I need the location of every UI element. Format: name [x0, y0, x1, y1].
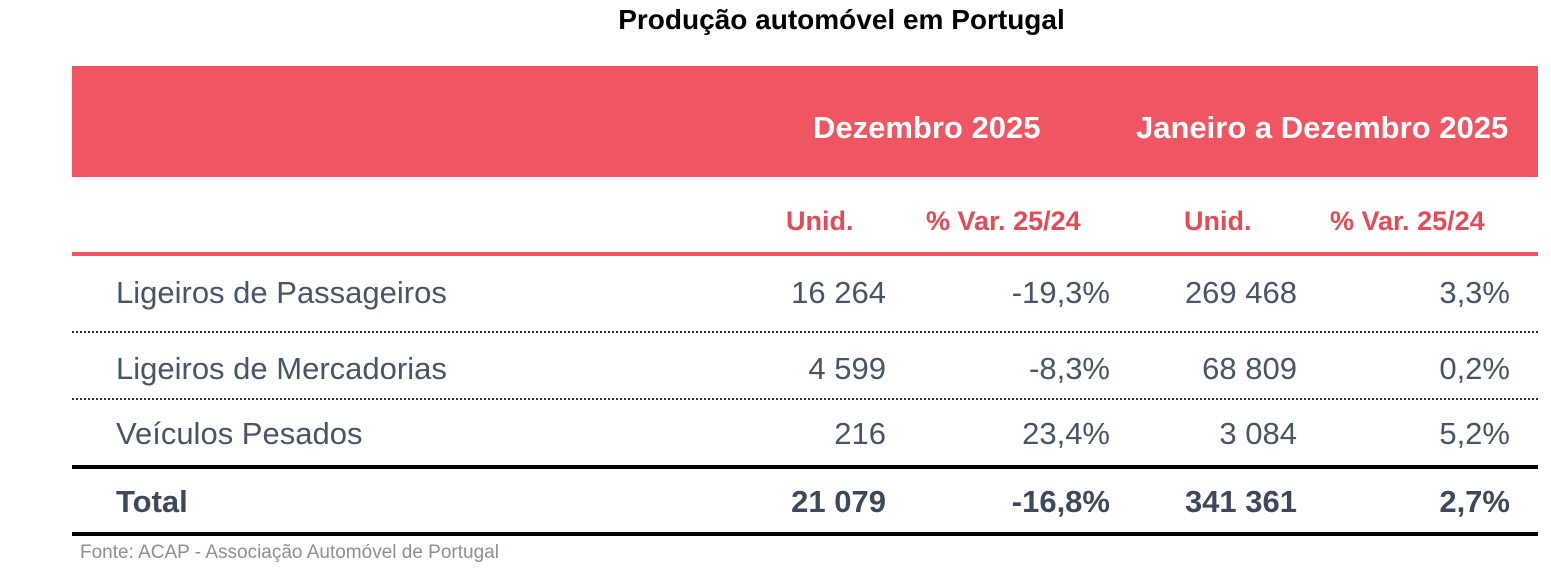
column-header-year-units: Unid. — [1184, 206, 1252, 236]
table-row: Veículos Pesados 216 23,4% 3 084 5,2% — [0, 414, 1551, 454]
header-divider — [72, 252, 1538, 256]
total-year-units: 341 361 — [1184, 484, 1297, 519]
year-units-cell: 269 468 — [1184, 275, 1297, 310]
row-label: Ligeiros de Passageiros — [116, 275, 447, 310]
year-var-cell: 0,2% — [1439, 351, 1510, 386]
table-row: Ligeiros de Mercadorias 4 599 -8,3% 68 8… — [0, 349, 1551, 389]
total-year-var: 2,7% — [1439, 484, 1510, 519]
row-label: Veículos Pesados — [116, 416, 363, 451]
dez-units-cell: 4 599 — [808, 351, 886, 386]
period-header-december: Dezembro 2025 — [813, 110, 1041, 145]
row-divider — [72, 398, 1538, 400]
total-dez-var: -16,8% — [1011, 484, 1110, 519]
column-header-dez-var: % Var. 25/24 — [926, 206, 1081, 236]
table-bottom-rule — [72, 532, 1538, 536]
dez-var-cell: 23,4% — [1022, 416, 1110, 451]
year-var-cell: 3,3% — [1439, 275, 1510, 310]
total-dez-units: 21 079 — [791, 484, 886, 519]
year-var-cell: 5,2% — [1439, 416, 1510, 451]
total-label: Total — [116, 484, 188, 519]
year-units-cell: 68 809 — [1202, 351, 1297, 386]
header-band — [72, 66, 1538, 177]
dez-units-cell: 16 264 — [791, 275, 886, 310]
dez-var-cell: -8,3% — [1029, 351, 1110, 386]
year-units-cell: 3 084 — [1219, 416, 1297, 451]
dez-units-cell: 216 — [834, 416, 886, 451]
table-row: Ligeiros de Passageiros 16 264 -19,3% 26… — [0, 273, 1551, 313]
total-row: Total 21 079 -16,8% 341 361 2,7% — [0, 482, 1551, 522]
row-label: Ligeiros de Mercadorias — [116, 351, 447, 386]
row-divider — [72, 331, 1538, 333]
source-note: Fonte: ACAP - Associação Automóvel de Po… — [80, 542, 499, 563]
column-header-year-var: % Var. 25/24 — [1330, 206, 1485, 236]
period-header-year: Janeiro a Dezembro 2025 — [1136, 110, 1509, 145]
total-divider — [72, 465, 1538, 469]
dez-var-cell: -19,3% — [1011, 275, 1110, 310]
column-header-dez-units: Unid. — [786, 206, 854, 236]
title-container: Produção automóvel em Portugal — [0, 0, 1551, 46]
page-title: Produção automóvel em Portugal — [618, 4, 1065, 35]
